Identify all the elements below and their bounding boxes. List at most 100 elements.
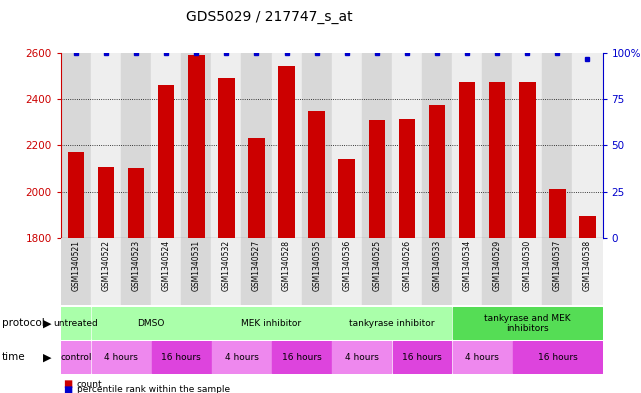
Bar [452,53,482,238]
Text: untreated: untreated [54,319,98,328]
Text: GSM1340529: GSM1340529 [493,240,502,291]
Bar [489,82,506,238]
Bar [482,238,512,305]
Bar [128,169,144,238]
Bar [272,238,302,305]
Bar [392,53,422,238]
Text: GSM1340534: GSM1340534 [463,240,472,291]
Bar [181,53,212,238]
Bar [549,189,565,238]
Text: 16 hours: 16 hours [538,353,578,362]
Text: control: control [60,353,92,362]
Bar [152,342,211,373]
Bar [542,53,572,238]
Text: protocol: protocol [2,318,45,328]
Text: tankyrase inhibitor: tankyrase inhibitor [349,319,435,328]
Text: GSM1340530: GSM1340530 [523,240,532,291]
Bar [158,85,174,238]
Bar [362,238,392,305]
Text: 4 hours: 4 hours [104,353,138,362]
Bar [62,342,90,373]
Bar [212,307,331,339]
Bar [242,53,272,238]
Bar [453,342,512,373]
Bar [188,55,204,238]
Bar [151,238,181,305]
Bar [212,342,271,373]
Bar [513,342,602,373]
Bar [121,53,151,238]
Text: GSM1340533: GSM1340533 [433,240,442,291]
Text: GSM1340523: GSM1340523 [131,240,140,291]
Bar [218,79,235,238]
Bar [278,66,295,238]
Bar [61,53,91,238]
Bar [572,238,603,305]
Text: GSM1340535: GSM1340535 [312,240,321,291]
Bar [392,342,451,373]
Bar [579,216,595,238]
Text: ▶: ▶ [42,353,51,362]
Text: GSM1340524: GSM1340524 [162,240,171,291]
Text: GSM1340526: GSM1340526 [403,240,412,291]
Bar [248,138,265,238]
Bar [572,53,603,238]
Bar [68,152,84,238]
Text: 4 hours: 4 hours [465,353,499,362]
Bar [92,342,151,373]
Bar [452,238,482,305]
Bar [332,238,362,305]
Text: ■: ■ [63,379,72,389]
Text: MEK inhibitor: MEK inhibitor [242,319,302,328]
Bar [92,307,211,339]
Text: GSM1340536: GSM1340536 [342,240,351,291]
Text: GDS5029 / 217747_s_at: GDS5029 / 217747_s_at [186,10,353,24]
Bar [362,53,392,238]
Text: DMSO: DMSO [137,319,165,328]
Bar [332,53,362,238]
Text: GSM1340522: GSM1340522 [101,240,110,291]
Text: GSM1340532: GSM1340532 [222,240,231,291]
Bar [181,238,212,305]
Text: GSM1340525: GSM1340525 [372,240,381,291]
Text: GSM1340537: GSM1340537 [553,240,562,291]
Bar [98,167,114,238]
Bar [482,53,512,238]
Bar [459,82,476,238]
Bar [308,111,325,238]
Bar [519,82,536,238]
Bar [369,120,385,238]
Text: 4 hours: 4 hours [345,353,379,362]
Bar [212,53,242,238]
Text: 16 hours: 16 hours [162,353,201,362]
Text: GSM1340527: GSM1340527 [252,240,261,291]
Bar [338,159,355,238]
Bar [453,307,602,339]
Bar [302,238,332,305]
Text: 16 hours: 16 hours [402,353,442,362]
Bar [512,53,542,238]
Text: GSM1340521: GSM1340521 [71,240,80,291]
Text: tankyrase and MEK
inhibitors: tankyrase and MEK inhibitors [484,314,570,333]
Bar [242,238,272,305]
Bar [332,307,451,339]
Bar [429,105,445,238]
Text: GSM1340531: GSM1340531 [192,240,201,291]
Bar [91,238,121,305]
Text: ■: ■ [63,385,72,393]
Bar [392,238,422,305]
Bar [302,53,332,238]
Text: GSM1340538: GSM1340538 [583,240,592,291]
Bar [272,53,302,238]
Text: GSM1340528: GSM1340528 [282,240,291,291]
Text: count: count [77,380,103,389]
Bar [422,238,452,305]
Text: 4 hours: 4 hours [224,353,258,362]
Bar [422,53,452,238]
Bar [61,238,91,305]
Bar [62,307,90,339]
Bar [151,53,181,238]
Bar [121,238,151,305]
Bar [332,342,391,373]
Text: percentile rank within the sample: percentile rank within the sample [77,386,230,393]
